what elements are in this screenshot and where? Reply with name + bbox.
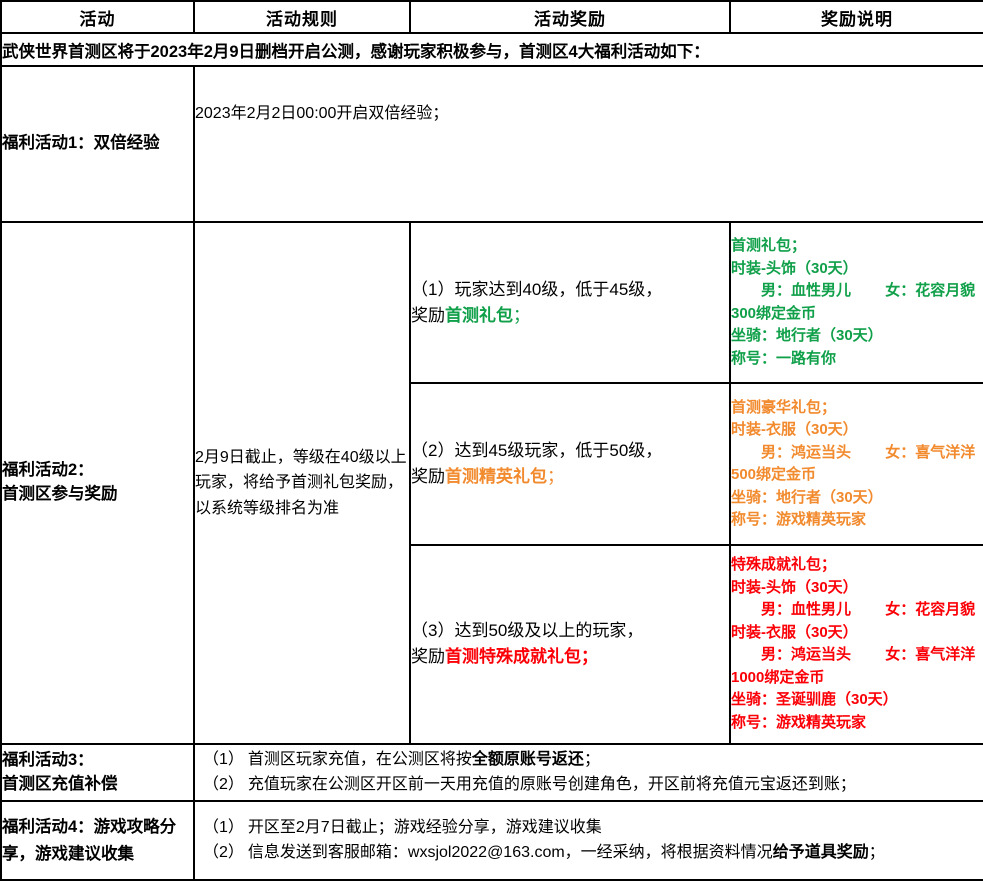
activity1-row: 福利活动1：双倍经验 2023年2月2日00:00开启双倍经验； bbox=[0, 65, 983, 224]
desc-line: 特殊成就礼包； bbox=[731, 556, 837, 574]
activity2-tier1-reward-line2: 奖励首测礼包； bbox=[411, 303, 729, 329]
desc-line: 时装-衣服（30天） bbox=[731, 421, 858, 439]
table-header-row: 活动 活动规则 活动奖励 奖励说明 bbox=[0, 0, 983, 34]
activity2-tier3-description: 特殊成就礼包； 时装-头饰（30天） 男：血性男儿 女：花容月貌 时装-衣服（3… bbox=[729, 543, 983, 746]
desc-line: 女：喜气洋洋 bbox=[885, 646, 976, 664]
list-text: 充值玩家在公测区开区前一天用充值的原账号创建角色，开区前将充值元宝返还到账； bbox=[247, 775, 856, 793]
desc-line: 500绑定金币 bbox=[731, 466, 817, 484]
desc-line: 女：花容月貌 bbox=[885, 601, 976, 619]
reward-package-name: 首测精英礼包 bbox=[445, 467, 547, 487]
activity4-content: （1） 开区至2月7日截止；游戏经验分享，游戏建议收集 （2） 信息发送到客服邮箱：… bbox=[193, 800, 983, 881]
activity3-content: （1） 首测区玩家充值，在公测区将按全额原账号返还； （2） 充值玩家在公测区开区前… bbox=[193, 743, 983, 803]
activity3-label: 福利活动3： 首测区充值补偿 bbox=[0, 743, 195, 803]
reward-prefix: 奖励 bbox=[411, 305, 445, 325]
desc-line: 称号：游戏精英玩家 bbox=[731, 511, 867, 529]
desc-line: 男：鸿运当头 bbox=[761, 443, 852, 461]
activity2-label-line1: 福利活动2： bbox=[2, 461, 94, 480]
banner-row: 武侠世界首测区将于2023年2月9日删档开启公测，感谢玩家积极参与，首测区4大福… bbox=[0, 31, 983, 68]
activity2-tier1-description: 首测礼包； 时装-头饰（30天） 男：血性男儿 女：花容月貌 300绑定金币 坐… bbox=[729, 221, 983, 385]
activity3-line-1: （1） 首测区玩家充值，在公测区将按全额原账号返还； bbox=[195, 748, 983, 773]
reward-suffix: ； bbox=[547, 467, 564, 487]
reward-package-name: 首测礼包 bbox=[445, 305, 513, 325]
activity4-line-1: （1） 开区至2月7日截止；游戏经验分享，游戏建议收集 bbox=[195, 816, 983, 841]
activity2-tier3-row: （3）达到50级及以上的玩家， 奖励首测特殊成就礼包； 特殊成就礼包； 时装-头… bbox=[1, 543, 983, 746]
column-header-activity: 活动 bbox=[0, 0, 195, 34]
activity2-tier2-reward-line2: 奖励首测精英礼包； bbox=[411, 464, 729, 490]
list-number: （2） bbox=[203, 775, 244, 793]
desc-line: 首测豪华礼包； bbox=[731, 398, 837, 416]
activity2-tier3-reward-line1: （3）达到50级及以上的玩家， bbox=[411, 620, 644, 640]
desc-line: 时装-头饰（30天） bbox=[731, 578, 858, 596]
reward-prefix: 奖励 bbox=[411, 647, 445, 667]
reward-package-name: 首测特殊成就礼包； bbox=[445, 647, 598, 667]
list-text: 开区至2月7日截止；游戏经验分享，游戏建议收集 bbox=[247, 818, 602, 836]
column-header-activity-rule: 活动规则 bbox=[193, 0, 411, 34]
activity4-label: 福利活动4：游戏攻略分享，游戏建议收集 bbox=[0, 800, 195, 881]
desc-line: 男：血性男儿 bbox=[761, 282, 852, 300]
desc-line: 女：喜气洋洋 bbox=[885, 443, 976, 461]
desc-line: 坐骑：地行者（30天） bbox=[731, 488, 883, 506]
desc-line: 坐骑：圣诞驯鹿（30天） bbox=[731, 691, 898, 709]
activity3-label-line1: 福利活动3： bbox=[2, 750, 94, 769]
desc-line: 1000绑定金币 bbox=[731, 668, 825, 686]
desc-line: 女：花容月貌 bbox=[885, 282, 976, 300]
activity2-tier1-row: 福利活动2： 首测区参与奖励 2月9日截止，等级在40级以上玩家，将给予首测礼包… bbox=[0, 221, 983, 746]
activity4-row: 福利活动4：游戏攻略分享，游戏建议收集 （1） 开区至2月7日截止；游戏经验分享，… bbox=[0, 800, 983, 881]
list-number: （2） bbox=[203, 843, 244, 861]
column-header-reward-description: 奖励说明 bbox=[729, 0, 983, 34]
desc-line: 称号：一路有你 bbox=[731, 349, 837, 367]
activity2-label: 福利活动2： 首测区参与奖励 bbox=[0, 221, 195, 746]
desc-line: 男：血性男儿 bbox=[761, 601, 852, 619]
activity1-label: 福利活动1：双倍经验 bbox=[0, 65, 195, 224]
activity2-tier2-reward: （2）达到45级玩家，低于50级， 奖励首测精英礼包； bbox=[409, 382, 731, 546]
activity3-label-line2: 首测区充值补偿 bbox=[2, 774, 118, 793]
activity2-tier1-reward-line1: （1）玩家达到40级，低于45级， bbox=[411, 279, 663, 299]
list-text-bold: 全额原账号返还 bbox=[471, 750, 584, 768]
activity2-label-line2: 首测区参与奖励 bbox=[2, 485, 118, 504]
activity3-row: 福利活动3： 首测区充值补偿 （1） 首测区玩家充值，在公测区将按全额原账号返还；… bbox=[0, 743, 983, 803]
banner-text: 武侠世界首测区将于2023年2月9日删档开启公测，感谢玩家积极参与，首测区4大福… bbox=[0, 31, 983, 68]
activity3-line-2: （2） 充值玩家在公测区开区前一天用充值的原账号创建角色，开区前将充值元宝返还到账… bbox=[195, 773, 983, 798]
list-number: （1） bbox=[203, 818, 244, 836]
activity4-line-2: （2） 信息发送到客服邮箱：wxsjol2022@163.com，一经采纳，将根据… bbox=[195, 841, 983, 866]
reward-suffix: ； bbox=[513, 305, 530, 325]
list-text: 信息发送到客服邮箱：wxsjol2022@163.com，一经采纳，将根据资料情… bbox=[247, 843, 773, 861]
desc-line: 时装-头饰（30天） bbox=[731, 259, 858, 277]
list-text-tail: ； bbox=[583, 750, 600, 768]
activity1-rule: 2023年2月2日00:00开启双倍经验； bbox=[193, 65, 983, 224]
reward-prefix: 奖励 bbox=[411, 467, 445, 487]
list-text-bold: 给予道具奖励 bbox=[772, 843, 869, 861]
desc-line: 称号：游戏精英玩家 bbox=[731, 713, 867, 731]
desc-line: 300绑定金币 bbox=[731, 304, 817, 322]
activity2-tier3-reward-line2: 奖励首测特殊成就礼包； bbox=[411, 644, 729, 670]
list-text-tail: ； bbox=[868, 843, 885, 861]
activity2-tier2-reward-line1: （2）达到45级玩家，低于50级， bbox=[411, 440, 663, 460]
activity2-tier1-reward: （1）玩家达到40级，低于45级， 奖励首测礼包； bbox=[409, 221, 731, 385]
desc-line: 时装-衣服（30天） bbox=[731, 623, 858, 641]
activity2-rule: 2月9日截止，等级在40级以上玩家，将给予首测礼包奖励，以系统等级排名为准 bbox=[193, 221, 411, 746]
desc-line: 坐骑：地行者（30天） bbox=[731, 327, 883, 345]
activity2-tier2-description: 首测豪华礼包； 时装-衣服（30天） 男：鸿运当头 女：喜气洋洋 500绑定金币… bbox=[729, 382, 983, 546]
list-text: 首测区玩家充值，在公测区将按 bbox=[247, 750, 472, 768]
desc-line: 男：鸿运当头 bbox=[761, 646, 852, 664]
list-number: （1） bbox=[203, 750, 244, 768]
column-header-activity-reward: 活动奖励 bbox=[409, 0, 731, 34]
desc-line: 首测礼包； bbox=[731, 237, 807, 255]
activity2-tier3-reward: （3）达到50级及以上的玩家， 奖励首测特殊成就礼包； bbox=[409, 543, 731, 746]
activity2-tier2-row: （2）达到45级玩家，低于50级， 奖励首测精英礼包； 首测豪华礼包； 时装-衣… bbox=[1, 382, 983, 546]
